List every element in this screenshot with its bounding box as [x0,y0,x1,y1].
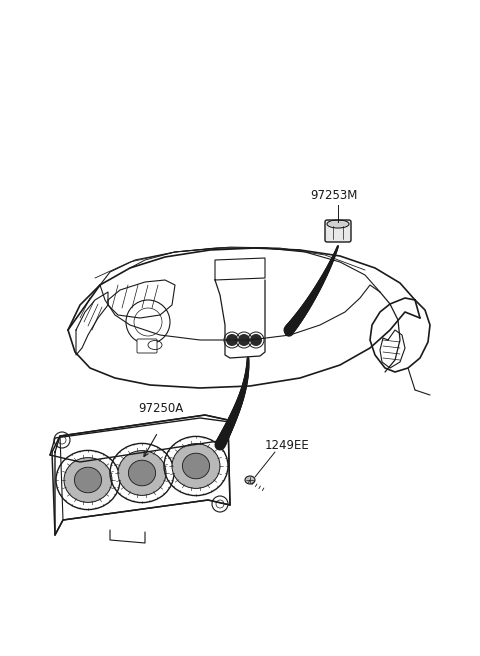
Ellipse shape [182,453,210,479]
FancyBboxPatch shape [137,339,157,353]
Ellipse shape [74,467,102,493]
Ellipse shape [129,461,156,486]
Text: 97253M: 97253M [310,189,358,202]
Ellipse shape [328,221,348,227]
Circle shape [238,334,250,346]
Text: 1249EE: 1249EE [265,439,310,452]
Ellipse shape [118,451,166,495]
Circle shape [250,334,262,346]
Ellipse shape [245,476,255,484]
Circle shape [226,334,238,346]
Ellipse shape [64,458,112,502]
Circle shape [285,328,293,336]
Text: 97250A: 97250A [138,402,183,415]
FancyBboxPatch shape [325,220,351,242]
Ellipse shape [172,443,220,489]
